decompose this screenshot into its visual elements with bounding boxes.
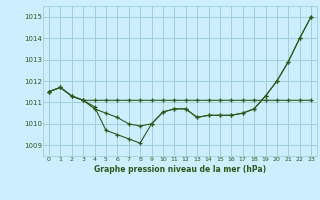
- X-axis label: Graphe pression niveau de la mer (hPa): Graphe pression niveau de la mer (hPa): [94, 165, 266, 174]
